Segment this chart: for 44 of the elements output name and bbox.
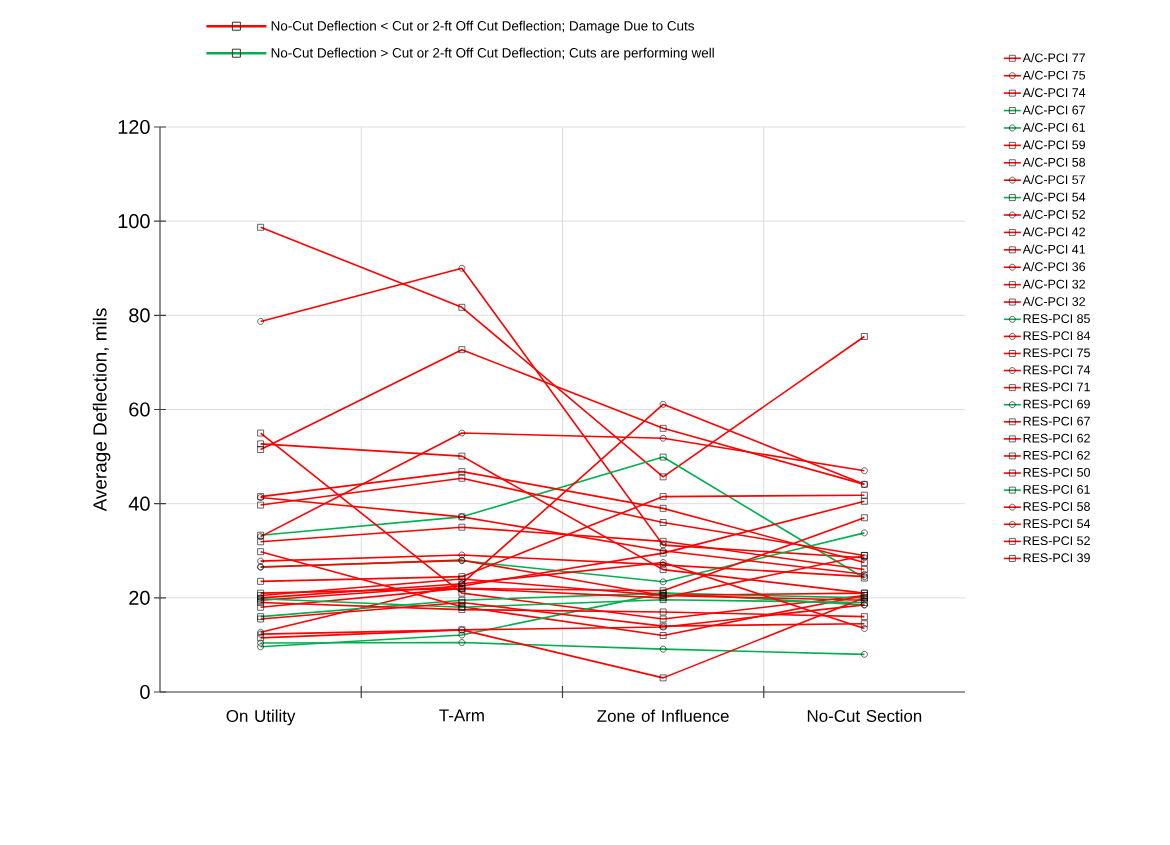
legend-label: RES-PCI 62 bbox=[1023, 450, 1090, 460]
legend-label: RES-PCI 75 bbox=[1023, 348, 1090, 358]
y-tick-label: 80 bbox=[129, 308, 150, 323]
y-tick-label: 100 bbox=[118, 214, 150, 229]
y-tick-label: 120 bbox=[118, 119, 150, 135]
text: No-Cut Deflection > Cut or 2-ft Off Cut Deflection; Cuts are performing well bbox=[271, 47, 714, 61]
legend-label: RES-PCI 85 bbox=[1023, 314, 1090, 324]
legend-label: A/C-PCI 32 bbox=[1022, 296, 1085, 306]
legend-label: RES-PCI 67 bbox=[1023, 416, 1090, 426]
legend-label: RES-PCI 52 bbox=[1023, 536, 1090, 546]
y-tick-label: 0 bbox=[140, 684, 150, 700]
x-tick-label: No-Cut Section bbox=[807, 709, 922, 722]
legend-label: RES-PCI 54 bbox=[1023, 519, 1091, 529]
legend-label: RES-PCI 58 bbox=[1023, 502, 1090, 511]
legend-label: RES-PCI 74 bbox=[1023, 365, 1091, 375]
legend-label: RES-PCI 39 bbox=[1023, 553, 1090, 563]
legend-label: A/C-PCI 42 bbox=[1022, 227, 1085, 237]
legend-label: A/C-PCI 36 bbox=[1022, 261, 1086, 272]
legend-label: A/C-PCI 59 bbox=[1022, 140, 1086, 150]
y-tick-label: 60 bbox=[129, 402, 150, 417]
legend-label: A/C-PCI 67 bbox=[1022, 105, 1085, 115]
legend-label: RES-PCI 71 bbox=[1023, 382, 1090, 392]
legend-label: A/C-PCI 61 bbox=[1022, 122, 1085, 132]
legend-label: RES-PCI 69 bbox=[1023, 399, 1090, 409]
legend-label: A/C-PCI 75 bbox=[1022, 70, 1086, 80]
legend-label: A/C-PCI 77 bbox=[1022, 53, 1085, 63]
legend-label: A/C-PCI 58 bbox=[1022, 157, 1086, 167]
legend-label: A/C-PCI 74 bbox=[1022, 87, 1086, 98]
x-tick-label: On Utility bbox=[226, 709, 296, 726]
legend-label: A/C-PCI 52 bbox=[1022, 209, 1085, 219]
y-tick-label: 40 bbox=[128, 496, 150, 511]
legend-label: RES-PCI 61 bbox=[1023, 485, 1090, 494]
legend-label: A/C-PCI 41 bbox=[1022, 244, 1085, 254]
legend-label: A/C-PCI 57 bbox=[1022, 174, 1085, 185]
legend-label: RES-PCI 62 bbox=[1023, 433, 1090, 443]
y-axis-title: Average Deflection, mils bbox=[92, 308, 111, 512]
legend-label: RES-PCI 84 bbox=[1023, 331, 1091, 341]
x-tick-label: T-Arm bbox=[439, 709, 484, 722]
legend-label: A/C-PCI 54 bbox=[1022, 192, 1086, 202]
legend-label: A/C-PCI 32 bbox=[1022, 279, 1085, 289]
legend-label: RES-PCI 50 bbox=[1023, 467, 1090, 477]
x-tick-label: Zone of Influence bbox=[597, 709, 729, 722]
text: No-Cut Deflection < Cut or 2-ft Off Cut Deflection; Damage Due to Cuts bbox=[271, 20, 695, 34]
y-tick-label: 20 bbox=[129, 590, 150, 605]
